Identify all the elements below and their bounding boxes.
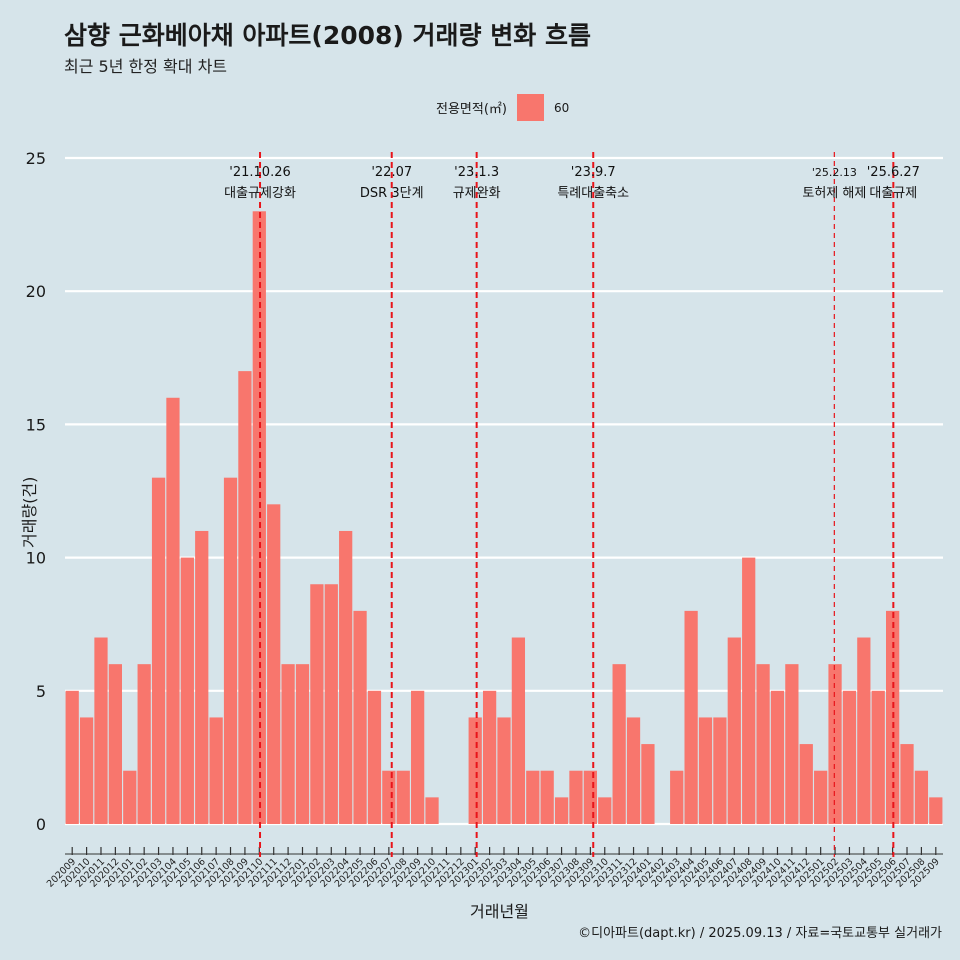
bar-202507 [900, 744, 914, 824]
bar-202012 [108, 664, 122, 824]
bar-202101 [123, 770, 137, 824]
bar-202209 [411, 690, 425, 824]
bar-202504 [857, 637, 871, 824]
bar-202109 [238, 371, 252, 824]
bar-202411 [785, 664, 799, 824]
bar-202108 [223, 477, 238, 824]
legend-title: 전용면적(㎡) [436, 102, 507, 117]
bar-202202 [310, 584, 324, 824]
bar-202310 [598, 797, 612, 824]
bar-202010 [79, 717, 94, 824]
legend-entry-60: 60 [553, 100, 570, 115]
bar-202409 [756, 664, 770, 824]
bar-202201 [295, 664, 310, 824]
bar-202509 [929, 797, 943, 824]
bar-202503 [842, 690, 857, 824]
bar-202206 [367, 690, 382, 824]
bar-202412 [799, 744, 813, 824]
bar-202011 [94, 637, 108, 824]
bar-202306 [540, 770, 554, 824]
annotation-date: '25.2.13 [812, 166, 857, 179]
annotation-date: '22.07 [371, 165, 412, 180]
bar-202405 [698, 717, 713, 824]
annotation-label: 대출규제강화 [224, 186, 296, 201]
y-tick-label: 5 [36, 682, 46, 701]
bar-202301 [468, 717, 482, 824]
bar-202307 [554, 797, 569, 824]
bar-202207 [382, 770, 396, 824]
bar-202309 [583, 770, 597, 824]
legend-swatch [516, 94, 544, 121]
bar-202404 [684, 610, 698, 824]
bar-202104 [166, 397, 180, 824]
bar-202009 [65, 690, 79, 824]
bar-202305 [526, 770, 540, 824]
bar-202303 [497, 717, 511, 824]
annotation-label: 특례대출축소 [557, 186, 629, 201]
annotation-label: 대출규제 [869, 186, 917, 201]
bar-202302 [482, 690, 497, 824]
x-axis-label: 거래년월 [470, 902, 529, 921]
bar-202508 [914, 770, 929, 824]
bar-202406 [713, 717, 727, 824]
annotation-date: '21.10.26 [229, 165, 290, 180]
annotation-date: '23.9.7 [571, 165, 616, 180]
bar-202308 [569, 770, 583, 824]
bar-202502 [828, 664, 842, 824]
y-axis-label: 거래량(건) [20, 476, 39, 548]
bar-202112 [281, 664, 295, 824]
bar-202106 [195, 530, 209, 824]
bar-202403 [670, 770, 684, 824]
bar-202312 [626, 717, 641, 824]
bar-202304 [511, 637, 526, 824]
bar-202203 [324, 584, 338, 824]
bar-202407 [727, 637, 741, 824]
y-tick-label: 15 [26, 415, 46, 434]
y-tick-label: 10 [26, 549, 46, 568]
bar-202501 [814, 770, 828, 824]
annotation-date: '25.6.27 [867, 165, 920, 180]
y-tick-label: 25 [26, 149, 46, 168]
bar-202208 [396, 770, 410, 824]
bar-202107 [209, 717, 223, 824]
bar-202408 [742, 557, 756, 824]
bar-202205 [353, 610, 367, 824]
annotation-label: DSR 3단계 [360, 186, 424, 201]
annotation-label: 토허제 해제 [802, 186, 866, 201]
chart-subtitle: 최근 5년 한정 확대 차트 [64, 57, 228, 76]
bar-202401 [641, 744, 655, 824]
y-tick-label: 20 [26, 282, 46, 301]
bar-202102 [137, 664, 151, 824]
bar-202103 [151, 477, 166, 824]
chart-title: 삼향 근화베아채 아파트(2008) 거래량 변화 흐름 [64, 21, 591, 50]
legend: 전용면적(㎡) 60 [436, 94, 569, 121]
bar-202111 [267, 504, 281, 824]
y-tick-label: 0 [36, 815, 46, 834]
bar-202204 [339, 530, 353, 824]
annotation-date: '23.1.3 [454, 165, 499, 180]
bar-202311 [612, 664, 626, 824]
bar-202410 [770, 690, 785, 824]
annotation-label: 규제완화 [453, 186, 501, 201]
bar-202210 [425, 797, 439, 824]
bar-202505 [871, 690, 885, 824]
source-caption: ©디아파트(dapt.kr) / 2025.09.13 / 자료=국토교통부 실… [578, 926, 942, 941]
bar-202105 [180, 557, 194, 824]
